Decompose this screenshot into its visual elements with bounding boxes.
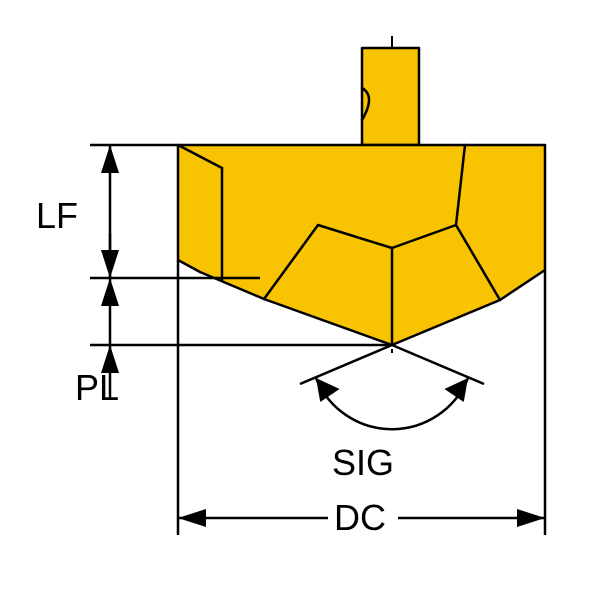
label-SIG: SIG	[332, 442, 394, 483]
label-LF: LF	[36, 195, 78, 236]
drill-head-part	[178, 48, 545, 345]
technical-diagram: LF PL SIG DC	[0, 0, 600, 600]
label-PL: PL	[75, 367, 119, 408]
label-DC: DC	[334, 497, 386, 538]
dimension-SIG: SIG	[300, 345, 484, 483]
